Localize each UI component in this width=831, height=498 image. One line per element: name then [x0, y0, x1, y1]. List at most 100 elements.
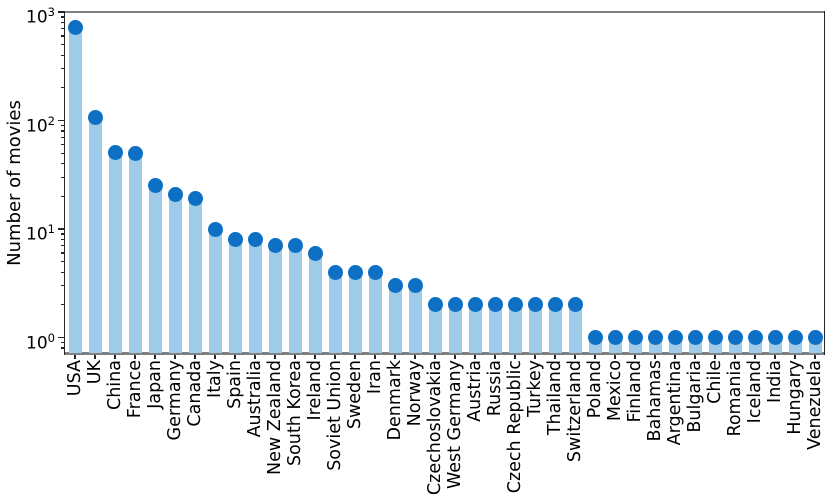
dot-india: [767, 330, 783, 345]
y-minor-tick: [61, 54, 65, 56]
dot-soviet-union: [327, 264, 343, 280]
x-tick-label-czech-republic: Czech Republic: [505, 360, 525, 494]
x-tick-france: [134, 354, 136, 359]
right-spine: [824, 11, 826, 355]
bar-norway: [408, 285, 422, 353]
x-tick-usa: [74, 354, 76, 359]
bar-south-korea: [288, 245, 302, 353]
dot-spain: [227, 232, 243, 247]
dot-ireland: [307, 245, 323, 261]
x-tick-label-argentina: Argentina: [665, 360, 685, 446]
dot-austria: [467, 297, 483, 313]
x-tick-label-italy: Italy: [205, 360, 225, 398]
dot-sweden: [347, 264, 363, 280]
dot-hungary: [787, 330, 803, 345]
y-minor-tick: [61, 176, 65, 178]
y-minor-tick: [61, 16, 65, 18]
bar-ireland: [308, 253, 322, 353]
x-tick-label-canada: Canada: [185, 360, 205, 427]
bar-france: [128, 153, 142, 353]
x-tick-label-spain: Spain: [225, 360, 245, 409]
dot-japan: [147, 178, 163, 194]
x-tick-label-poland: Poland: [585, 360, 605, 419]
x-tick-label-south-korea: South Korea: [285, 360, 305, 467]
y-axis-line: [64, 11, 66, 355]
y-major-tick-10e0: [58, 336, 65, 339]
x-tick-australia: [254, 354, 256, 359]
x-tick-label-hungary: Hungary: [785, 360, 805, 435]
dot-finland: [627, 330, 643, 345]
bar-austria: [468, 304, 482, 353]
bar-germany: [168, 194, 182, 353]
y-tick-label-10e2: 102: [26, 113, 55, 137]
y-minor-tick: [61, 233, 65, 235]
x-tick-label-denmark: Denmark: [385, 360, 405, 441]
x-tick-soviet-union: [334, 354, 336, 359]
y-minor-tick: [61, 136, 65, 138]
x-tick-poland: [594, 354, 596, 359]
x-tick-label-czechoslovakia: Czechoslovakia: [425, 360, 445, 496]
dot-romania: [727, 330, 743, 345]
x-tick-iceland: [754, 354, 756, 359]
x-tick-czechoslovakia: [434, 354, 436, 359]
y-minor-tick: [61, 35, 65, 37]
x-tick-label-china: China: [105, 360, 125, 410]
x-tick-label-france: France: [125, 360, 145, 419]
dot-czech-republic: [507, 297, 523, 313]
x-tick-label-ireland: Ireland: [305, 360, 325, 421]
x-tick-ireland: [314, 354, 316, 359]
x-tick-bulgaria: [694, 354, 696, 359]
dot-venezuela: [807, 330, 823, 345]
x-tick-label-mexico: Mexico: [605, 360, 625, 422]
x-tick-iran: [374, 354, 376, 359]
y-minor-tick: [61, 245, 65, 247]
dot-denmark: [387, 278, 403, 294]
bar-canada: [188, 198, 202, 353]
x-tick-germany: [174, 354, 176, 359]
x-tick-label-japan: Japan: [145, 360, 165, 409]
x-tick-label-iran: Iran: [365, 360, 385, 395]
x-tick-label-india: India: [765, 360, 785, 403]
y-minor-tick: [61, 304, 65, 306]
dot-argentina: [667, 330, 683, 345]
x-tick-venezuela: [814, 354, 816, 359]
x-tick-spain: [234, 354, 236, 359]
bar-czech-republic: [508, 304, 522, 353]
x-tick-label-venezuela: Venezuela: [805, 360, 825, 450]
y-minor-tick: [61, 163, 65, 165]
bar-thailand: [548, 304, 562, 353]
x-axis-line: [65, 352, 825, 355]
x-tick-label-germany: Germany: [165, 360, 185, 441]
x-tick-label-finland: Finland: [625, 360, 645, 423]
bar-turkey: [528, 304, 542, 353]
x-tick-label-sweden: Sweden: [345, 360, 365, 430]
x-tick-finland: [634, 354, 636, 359]
bar-new-zealand: [268, 245, 282, 353]
y-minor-tick: [61, 347, 65, 349]
y-minor-tick: [61, 28, 65, 30]
dot-mexico: [607, 330, 623, 345]
dot-new-zealand: [267, 238, 283, 254]
x-tick-label-iceland: Iceland: [745, 360, 765, 424]
x-tick-denmark: [394, 354, 396, 359]
x-tick-label-soviet-union: Soviet Union: [325, 360, 345, 471]
bar-australia: [248, 239, 262, 353]
y-major-tick-10e3: [58, 11, 65, 13]
x-tick-mexico: [614, 354, 616, 359]
bar-spain: [228, 239, 242, 353]
dot-thailand: [547, 297, 563, 313]
x-tick-india: [774, 354, 776, 359]
dot-canada: [187, 191, 203, 207]
x-tick-new-zealand: [274, 354, 276, 359]
bar-italy: [208, 229, 222, 353]
x-tick-romania: [734, 354, 736, 359]
dot-bulgaria: [687, 330, 703, 345]
x-tick-sweden: [354, 354, 356, 359]
y-major-tick-10e1: [58, 228, 65, 230]
bar-soviet-union: [328, 272, 342, 353]
y-tick-label-10e1: 101: [26, 222, 55, 245]
dot-west-germany: [447, 297, 463, 313]
x-tick-italy: [214, 354, 216, 359]
bar-japan: [148, 185, 162, 353]
x-tick-hungary: [794, 354, 796, 359]
